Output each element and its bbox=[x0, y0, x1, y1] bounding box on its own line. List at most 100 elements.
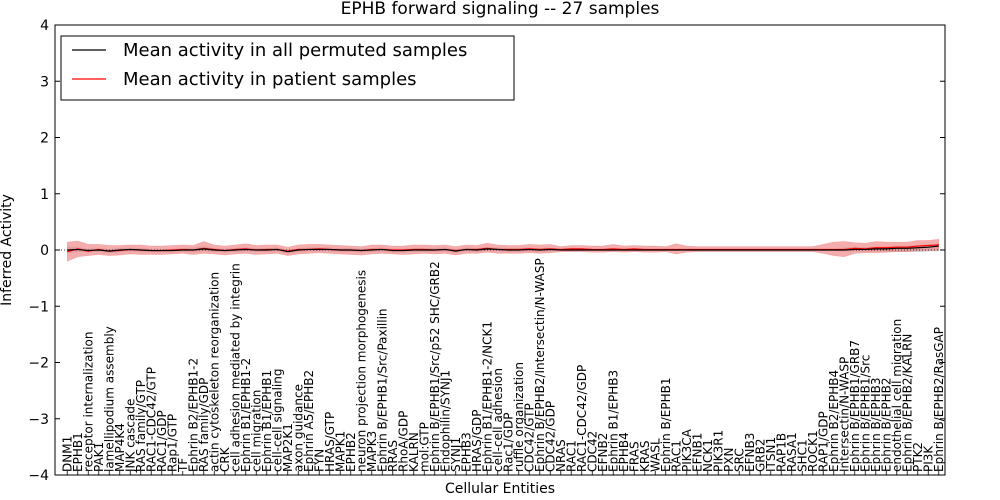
x-category-label: Rac1/GDP bbox=[501, 413, 515, 472]
x-category-label: Ephrin B1/EPHB1-2 bbox=[239, 358, 253, 472]
x-category-label: Ephrin B1/EPHB1-2/NCK1 bbox=[480, 321, 494, 472]
x-category-label: Ephrin B/EPHB3 bbox=[869, 378, 883, 472]
x-category-label: PI3K bbox=[921, 445, 935, 472]
x-category-label: EFNB1 bbox=[690, 433, 704, 472]
x-category-label: receptor internalization bbox=[81, 332, 95, 472]
x-category-label: CRK bbox=[218, 446, 232, 472]
x-category-label: Ephrin B/EPHB1/Src/Paxillin bbox=[375, 308, 389, 472]
x-category-label: WASL bbox=[648, 438, 662, 472]
x-category-label: PTK2 bbox=[911, 442, 925, 472]
x-category-label: MAPK1 bbox=[333, 431, 347, 472]
x-category-label: Rap1/GTP bbox=[165, 414, 179, 472]
x-category-label: CDC42 bbox=[585, 431, 599, 472]
x-category-label: ITSN1 bbox=[764, 437, 778, 472]
y-tick-label: −3 bbox=[28, 412, 49, 428]
x-category-label: Endophilin/SYNJ1 bbox=[438, 370, 452, 472]
x-category-label: PAK1 bbox=[92, 442, 106, 472]
x-category-label: MAP4K4 bbox=[113, 423, 127, 472]
x-category-label: RAS family/GDP bbox=[197, 378, 211, 472]
x-category-label: RASA1 bbox=[785, 432, 799, 472]
y-tick-label: −2 bbox=[28, 356, 49, 372]
x-category-label: PIK3CA bbox=[680, 428, 694, 472]
x-category-label: RAC1 bbox=[564, 440, 578, 472]
x-category-label: EPHB1 bbox=[71, 432, 85, 472]
y-tick-label: −1 bbox=[28, 299, 49, 315]
x-category-label: lamellipodium assembly bbox=[102, 326, 116, 472]
x-category-label: HRAS/GTP bbox=[323, 412, 337, 472]
x-category-label: RAC1 bbox=[669, 440, 683, 472]
legend-label-permuted: Mean activity in all permuted samples bbox=[123, 40, 467, 61]
x-category-label: RhoA/GDP bbox=[396, 411, 410, 472]
x-category-label: Ephrin B/EPHB1/Src bbox=[858, 355, 872, 472]
x-category-label: RRAS bbox=[386, 440, 400, 472]
x-category-label: JNK cascade bbox=[123, 399, 137, 473]
x-category-label: SHC1 bbox=[795, 439, 809, 472]
x-category-label: RAP1/GDP bbox=[816, 411, 830, 472]
y-tick-label: 4 bbox=[40, 18, 49, 34]
y-tick-label: 0 bbox=[40, 243, 49, 259]
x-category-label: RAP1B bbox=[774, 433, 788, 472]
x-category-label: EFNB2 bbox=[596, 433, 610, 472]
x-category-label: Intersectin/N-WASP bbox=[837, 357, 851, 472]
series-line-permuted bbox=[67, 245, 939, 253]
x-category-label: SRC bbox=[732, 448, 746, 472]
x-category-label: MAP2K1 bbox=[281, 423, 295, 472]
legend-label-patient: Mean activity in patient samples bbox=[123, 69, 417, 90]
legend-frame bbox=[60, 35, 515, 101]
x-category-label: EFNB3 bbox=[743, 433, 757, 472]
x-category-label: MAPK3 bbox=[365, 431, 379, 472]
x-category-label: Ephrin A5/EPHB2 bbox=[302, 370, 316, 472]
x-category-label: SYNJ1 bbox=[449, 437, 463, 472]
chart-title: EPHB forward signaling -- 27 samples bbox=[341, 0, 660, 19]
x-category-label: RAS family/GTP bbox=[134, 380, 148, 472]
y-axis-label: Inferred Activity bbox=[0, 194, 15, 306]
x-category-label: RAC1-CDC42/GDP bbox=[575, 365, 589, 472]
x-category-label: KRAS bbox=[638, 440, 652, 472]
x-category-label: DNM1 bbox=[60, 436, 74, 472]
x-category-label: Ephrin B1/EPHB1 bbox=[260, 370, 274, 472]
y-tick-label: −4 bbox=[28, 468, 49, 484]
x-category-label: EPHB4 bbox=[617, 432, 631, 472]
x-category-label: Ephrin B/EPHB2/RasGAP bbox=[932, 327, 946, 472]
x-category-label: cell-cell adhesion bbox=[491, 368, 505, 472]
x-category-label: Ephrin B/EPHB2/KALRN bbox=[900, 334, 914, 472]
x-category-label: Ephrin B1/EPHB3 bbox=[606, 370, 620, 472]
x-category-label: ROCK1 bbox=[806, 430, 820, 472]
x-category-label: PXN bbox=[722, 448, 736, 472]
x-category-label: HRAS/GDP bbox=[470, 409, 484, 472]
x-category-label: KALRN bbox=[407, 432, 421, 472]
x-category-label: FYN bbox=[312, 449, 326, 472]
x-category-label: Ephrin B/EPHB1/GRB7 bbox=[848, 340, 862, 472]
x-category-label: RAC1-CDC42/GTP bbox=[144, 367, 158, 472]
x-category-label: cell adhesion mediated by integrin bbox=[228, 263, 242, 472]
x-category-label: Ephrin B2/EPHB4 bbox=[827, 370, 841, 472]
y-tick-label: 1 bbox=[40, 187, 49, 203]
x-category-label: PIK3R1 bbox=[711, 430, 725, 472]
x-category-label: NCK1 bbox=[701, 439, 715, 472]
x-category-label: cell-cell signaling bbox=[270, 369, 284, 473]
x-category-label: endothelial cell migration bbox=[890, 319, 904, 472]
x-category-label: Ephrin B/EPHB1/Src/p52 SHC/GRB2 bbox=[428, 261, 442, 472]
x-category-label: FRAS bbox=[627, 441, 641, 472]
x-axis-label: Cellular Entities bbox=[445, 481, 555, 497]
x-category-label: EPHB3 bbox=[459, 432, 473, 472]
x-category-label: actin cytoskeleton reorganization bbox=[207, 272, 221, 472]
y-axis: 4 3 2 1 0 −1 −2 −3 −4 bbox=[28, 18, 945, 484]
legend: Mean activity in all permuted samples Me… bbox=[60, 35, 515, 101]
x-category-label: GRB2 bbox=[753, 438, 767, 472]
y-tick-label: 3 bbox=[40, 74, 49, 90]
x-category-label: CDC42/GDP bbox=[543, 401, 557, 472]
x-category-label: Ephrin B2/EPHB1-2 bbox=[186, 358, 200, 472]
x-category-label: NRAS bbox=[554, 439, 568, 472]
x-category-label: cell migration bbox=[249, 390, 263, 472]
x-category-label: TF bbox=[176, 458, 190, 473]
x-category-label: neuron projection morphogenesis bbox=[354, 270, 368, 472]
x-category-label: Ephrin B/EPHB2 bbox=[879, 378, 893, 472]
x-category-label: ruffle organization bbox=[512, 362, 526, 472]
x-category-label: Ephrin B/EPHB2/Intersectin/N-WASP bbox=[533, 258, 547, 472]
x-category-label: EPHB2 bbox=[344, 432, 358, 472]
x-category-label: CDC42/GTP bbox=[522, 403, 536, 472]
x-category-label: RAC1/GDP bbox=[155, 410, 169, 472]
